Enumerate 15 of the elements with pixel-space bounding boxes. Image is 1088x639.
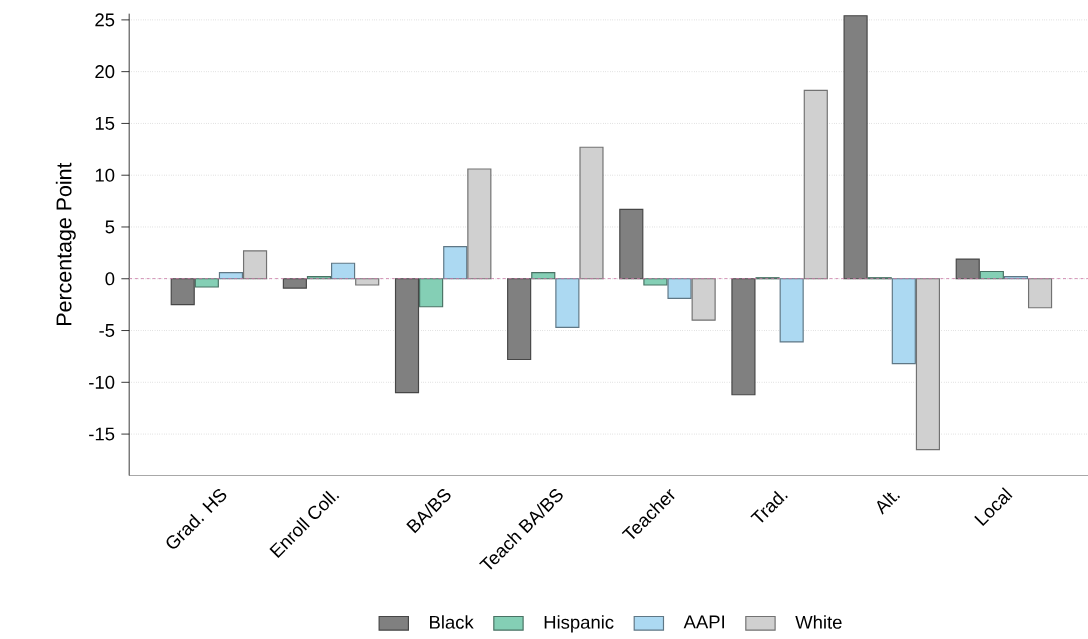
y-tick-label: -15: [89, 427, 115, 441]
y-axis-title: Percentage Point: [55, 162, 76, 326]
legend-label: AAPI: [683, 615, 725, 629]
y-tick-label: -10: [89, 375, 115, 390]
y-tick-label: 20: [95, 65, 115, 79]
y-tick-label: 25: [95, 13, 115, 27]
y-tick-label: 0: [105, 272, 115, 286]
x-tick-label: Alt.: [877, 492, 901, 515]
legend-label: White: [795, 615, 842, 630]
y-tick-label: 15: [95, 117, 115, 131]
legend-label: Black: [430, 615, 474, 630]
y-tick-label: 10: [95, 168, 115, 182]
y-tick-label: -5: [99, 324, 115, 338]
legend-label: Hispanic: [544, 615, 614, 633]
y-tick-label: 5: [105, 220, 115, 234]
